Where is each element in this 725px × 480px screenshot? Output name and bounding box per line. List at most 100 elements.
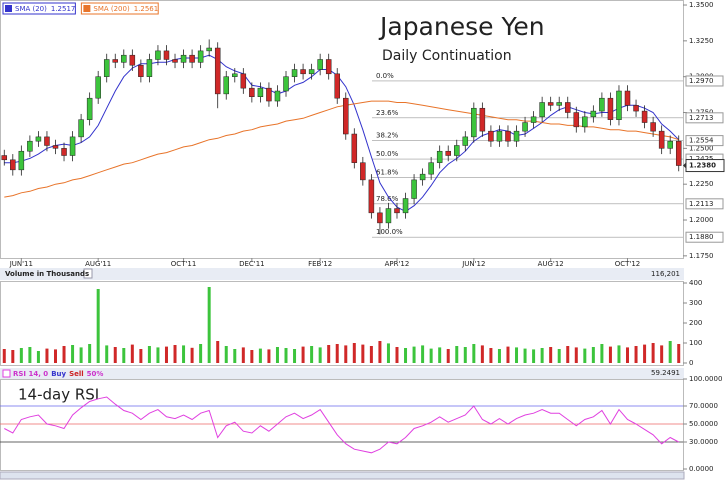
volume-title: Volume in Thousands <box>5 270 89 278</box>
volume-bar <box>88 344 92 363</box>
volume-bar <box>489 348 493 363</box>
volume-bar <box>472 344 476 363</box>
legend-name: SMA (200) <box>93 5 130 13</box>
volume-bar <box>361 344 365 363</box>
volume-bar <box>591 347 595 363</box>
candle-body <box>257 87 264 98</box>
volume-bar <box>651 343 655 363</box>
y-tick-label: 50.0000 <box>689 420 718 428</box>
volume-bar <box>216 341 220 363</box>
y-tick-label: 100 <box>689 339 702 347</box>
candle-body <box>616 90 622 120</box>
candle-body <box>564 102 571 113</box>
volume-header <box>0 268 684 280</box>
y-tick-label: 1.3250 <box>689 37 714 45</box>
candle-body <box>496 130 503 142</box>
x-tick-label: FEB'12 <box>308 260 332 268</box>
candle-body <box>547 102 554 106</box>
volume-bar <box>583 348 587 363</box>
volume-header-value: 116,201 <box>651 270 680 278</box>
fib-price-box <box>685 112 724 124</box>
volume-bar <box>207 287 211 363</box>
volume-bar <box>626 347 630 363</box>
volume-bar <box>71 345 75 363</box>
rsi-header <box>0 368 684 379</box>
candle-body <box>283 76 289 92</box>
rsi-panel <box>0 379 684 471</box>
volume-bar <box>96 289 100 363</box>
volume-bar <box>62 346 66 363</box>
fib-price-label: 1.2713 <box>689 114 714 122</box>
candle-body <box>667 140 673 149</box>
candle-body <box>325 59 332 75</box>
y-tick-label: 1.1750 <box>689 252 714 260</box>
candle-body <box>52 145 59 149</box>
volume-bar <box>352 343 356 363</box>
candle-body <box>18 150 25 171</box>
volume-bar <box>122 348 126 363</box>
volume-bar <box>139 349 143 363</box>
candle-body <box>454 145 460 156</box>
candle-body <box>223 76 229 95</box>
fib-price-label: 1.1880 <box>689 233 714 241</box>
fib-label: 78.6% <box>376 195 399 203</box>
volume-bar <box>532 349 536 363</box>
price-panel <box>0 0 684 259</box>
scrollbar[interactable] <box>0 471 685 480</box>
volume-bar <box>147 346 151 363</box>
candle-body <box>308 69 315 75</box>
y-tick-label: 70.0000 <box>689 402 718 410</box>
candle-body <box>385 208 392 224</box>
candle-body <box>641 110 648 123</box>
y-tick-label: 30.0000 <box>689 438 718 446</box>
candle-body <box>155 50 161 60</box>
candle-body <box>197 50 204 63</box>
candle-body <box>539 102 545 118</box>
fib-price-box <box>685 198 724 210</box>
volume-bar <box>45 348 49 363</box>
legend-box <box>2 2 76 15</box>
volume-bar <box>28 347 32 363</box>
rsi-line <box>4 396 679 454</box>
candle-body <box>300 69 306 75</box>
close-icon[interactable] <box>83 268 93 279</box>
candle-body <box>377 212 383 224</box>
volume-bar <box>130 344 134 363</box>
rsi-legend-part: 50% <box>87 370 104 378</box>
candle-body <box>112 59 119 63</box>
volume-bar <box>369 346 373 363</box>
candle-body <box>530 116 537 123</box>
fib-price-box <box>685 75 724 87</box>
candle-body <box>69 136 76 156</box>
rsi-legend-part: RSI 14, 0 <box>13 370 48 378</box>
candle-body <box>505 130 511 142</box>
candle-body <box>240 73 247 89</box>
y-tick-label: 200 <box>689 319 702 327</box>
volume-bar <box>233 349 237 363</box>
y-tick-label: 1.2000 <box>689 216 714 224</box>
y-tick-label: 400 <box>689 279 702 287</box>
volume-bar <box>318 347 322 363</box>
candle-body <box>650 122 656 132</box>
candle-body <box>1 155 8 161</box>
rsi-title: 14-day RSI <box>18 386 99 404</box>
fib-price-box <box>685 231 724 243</box>
candle-body <box>35 136 42 142</box>
volume-bar <box>275 347 279 363</box>
legend-name: SMA (20) <box>15 5 47 13</box>
candle-body <box>334 73 340 99</box>
volume-bar <box>241 347 245 363</box>
candle-body <box>232 73 238 77</box>
volume-bar <box>429 348 433 363</box>
y-tick-label: 0 <box>689 359 693 367</box>
volume-bar <box>557 349 561 363</box>
candle-body <box>488 130 494 142</box>
candle-body <box>658 130 665 149</box>
last-price-label: 1.2380 <box>689 162 716 170</box>
volume-bar <box>480 345 484 363</box>
chart-title: Japanese Yen <box>378 12 545 41</box>
volume-bar <box>250 350 254 363</box>
candle-body <box>274 90 281 102</box>
volume-bar <box>540 348 544 363</box>
volume-bar <box>404 348 408 363</box>
